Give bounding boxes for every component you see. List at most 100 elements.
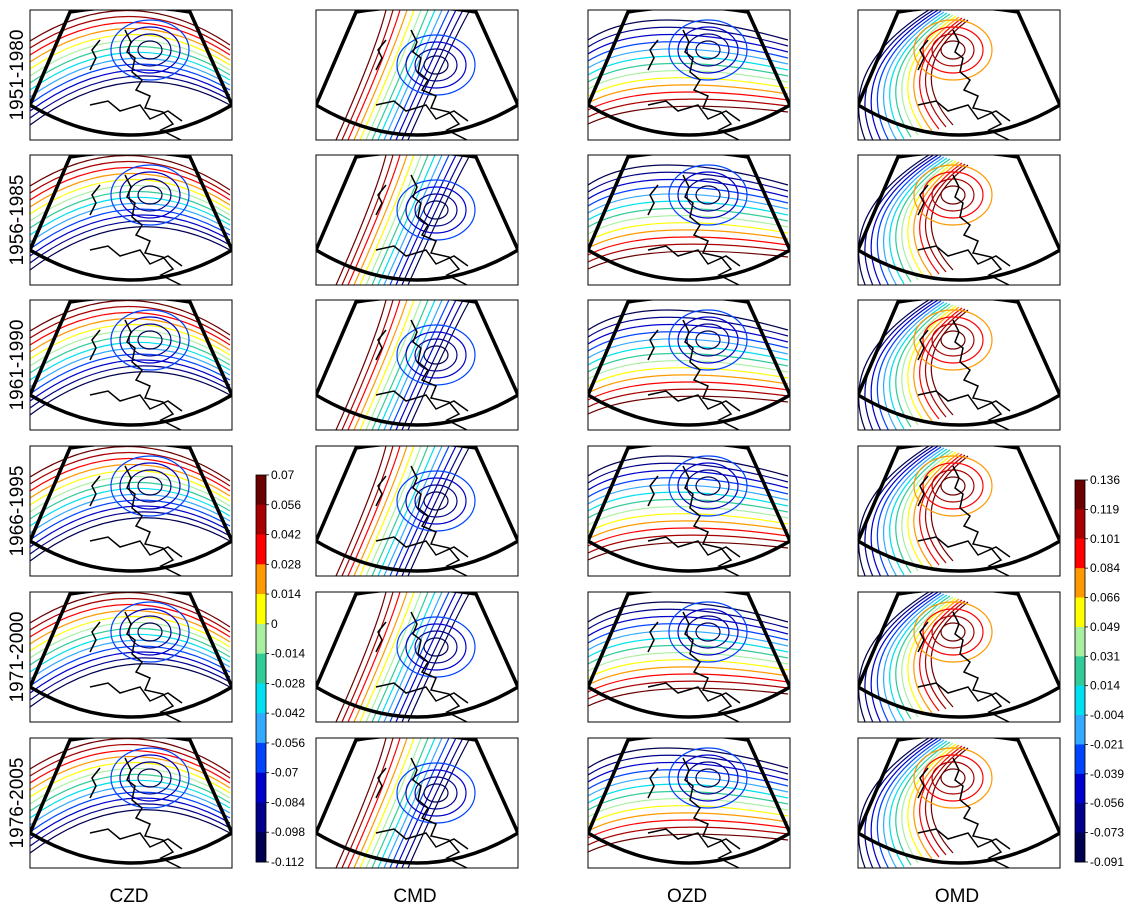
colorbar-band	[1075, 568, 1085, 598]
contour	[588, 361, 788, 379]
colorbar-band	[1075, 480, 1085, 510]
colorbar-band	[256, 743, 266, 773]
map-panel	[30, 152, 232, 285]
colorbar-tick-label: 0.028	[271, 557, 301, 571]
map-panel	[588, 735, 790, 868]
colorbar-tick-label: -0.039	[1090, 767, 1124, 781]
colorbar-tick-label: -0.056	[271, 736, 305, 750]
contour	[138, 477, 162, 495]
map-content	[588, 443, 790, 576]
map-panel	[316, 443, 518, 576]
map-content	[858, 443, 1060, 585]
contour	[588, 784, 788, 803]
contour	[408, 155, 470, 285]
colorbar-band	[1075, 833, 1085, 863]
colorbar-tick-label: 0.049	[1090, 620, 1120, 634]
colorbar-band	[256, 773, 266, 803]
map-content	[316, 297, 518, 430]
contour	[408, 10, 470, 140]
map-content	[30, 735, 232, 868]
contour	[402, 10, 463, 140]
map-content	[588, 7, 790, 140]
contour	[129, 470, 171, 502]
colorbar-tick-label: -0.028	[271, 676, 305, 690]
map-content	[588, 735, 790, 868]
contour	[588, 216, 788, 234]
contour	[408, 446, 470, 576]
map-content	[588, 589, 790, 722]
map-content	[316, 152, 518, 285]
map-content	[316, 589, 518, 722]
map-panel	[30, 735, 232, 868]
contour	[402, 592, 463, 722]
colorbar-tick-label: -0.07	[271, 766, 299, 780]
map-content	[858, 297, 1060, 439]
map-panel	[588, 297, 790, 430]
map-panel	[588, 7, 790, 140]
map-panel	[588, 152, 790, 285]
contour	[588, 791, 788, 810]
contour	[932, 470, 974, 502]
map-content	[588, 152, 790, 285]
map-content	[316, 443, 518, 576]
column-label: CZD	[109, 886, 148, 907]
map-panel	[588, 589, 790, 722]
contour	[588, 521, 788, 539]
contour	[402, 738, 463, 868]
contour	[408, 300, 470, 430]
contour	[932, 34, 974, 66]
contour	[129, 324, 171, 356]
colorbar-tick-label: 0.014	[1090, 679, 1120, 693]
row-label: 1956-1985	[7, 175, 28, 266]
map-panel	[858, 589, 1060, 731]
contour	[588, 346, 788, 365]
map-content	[588, 297, 790, 430]
colorbar-tick-label: -0.021	[1090, 737, 1124, 751]
colorbar-band	[256, 535, 266, 565]
map-panel	[30, 443, 232, 576]
contour	[138, 331, 162, 349]
map-panel	[316, 152, 518, 285]
colorbar-band	[1075, 803, 1085, 833]
colorbar-tick-label: -0.004	[1090, 708, 1124, 722]
colorbar-band	[256, 802, 266, 832]
colorbar-band	[256, 832, 266, 862]
contour	[588, 492, 788, 511]
colorbar-band	[256, 505, 266, 535]
map-panel	[316, 589, 518, 722]
contour	[588, 78, 788, 96]
row-label: 1976-2005	[7, 758, 28, 849]
contour	[588, 85, 788, 103]
colorbar-band	[256, 713, 266, 743]
map-panel	[858, 7, 1060, 149]
colorbar-tick-label: -0.056	[1090, 796, 1124, 810]
contour	[932, 616, 974, 648]
contour	[588, 667, 788, 685]
colorbar-band	[1075, 715, 1085, 745]
row-label: 1966-1995	[7, 466, 28, 557]
colorbar-tick-label: 0.136	[1090, 473, 1120, 487]
column-label: CMD	[393, 886, 436, 907]
contour	[129, 762, 171, 794]
map-content	[30, 152, 232, 285]
contour	[588, 375, 788, 393]
colorbar-band	[256, 475, 266, 505]
row-label: 1961-1990	[7, 320, 28, 411]
contour	[932, 324, 974, 356]
contour	[138, 769, 162, 787]
colorbar-tick-label: 0.042	[271, 528, 301, 542]
map-content	[30, 7, 232, 140]
colorbar-tick-label: -0.014	[271, 647, 305, 661]
contour	[138, 623, 162, 641]
contour	[588, 813, 788, 831]
colorbar-tick-label: 0	[271, 617, 278, 631]
colorbar-band	[1075, 686, 1085, 716]
contour	[408, 738, 470, 868]
contour	[129, 616, 171, 648]
contour	[588, 653, 788, 671]
map-panel	[858, 297, 1060, 439]
figure: 1951-19801956-19851961-19901966-19951971…	[0, 0, 1136, 908]
contour	[588, 201, 788, 220]
map-content	[316, 735, 518, 868]
contour	[932, 179, 974, 211]
